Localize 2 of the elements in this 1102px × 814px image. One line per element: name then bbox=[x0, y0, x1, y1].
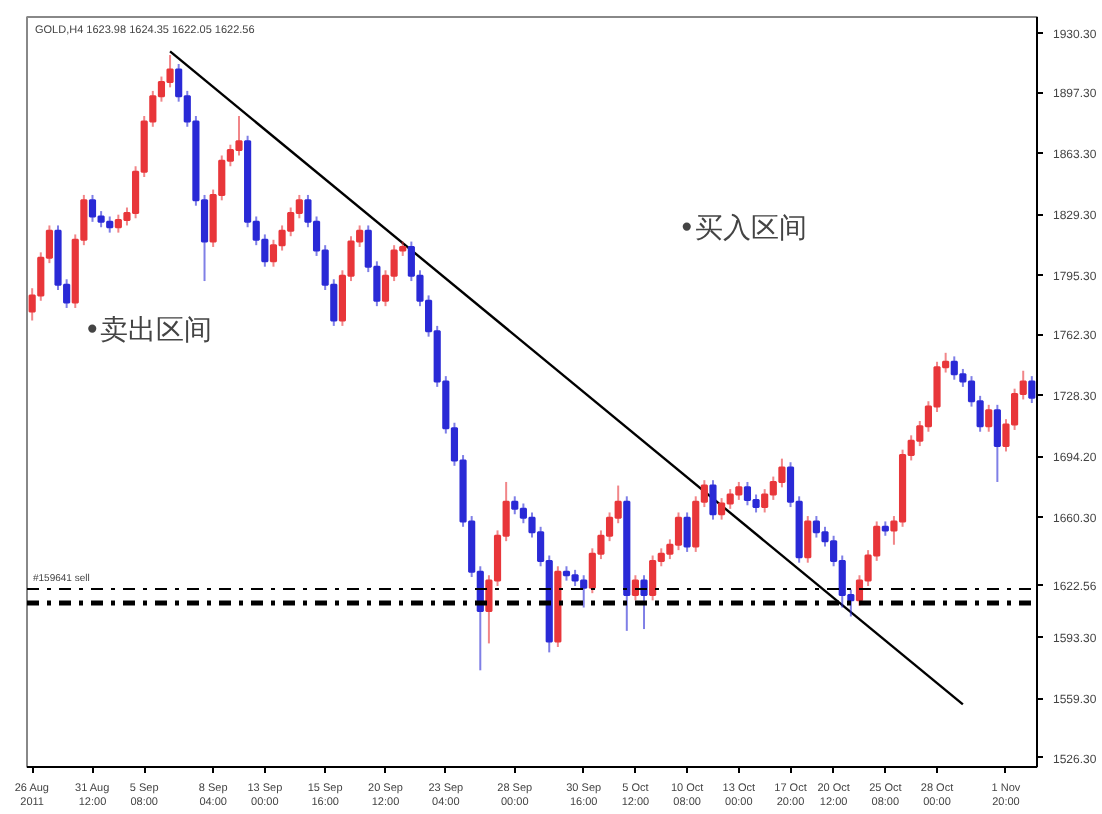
annotation: •买入区间 bbox=[678, 213, 808, 246]
annotation: •卖出区间 bbox=[83, 315, 213, 348]
